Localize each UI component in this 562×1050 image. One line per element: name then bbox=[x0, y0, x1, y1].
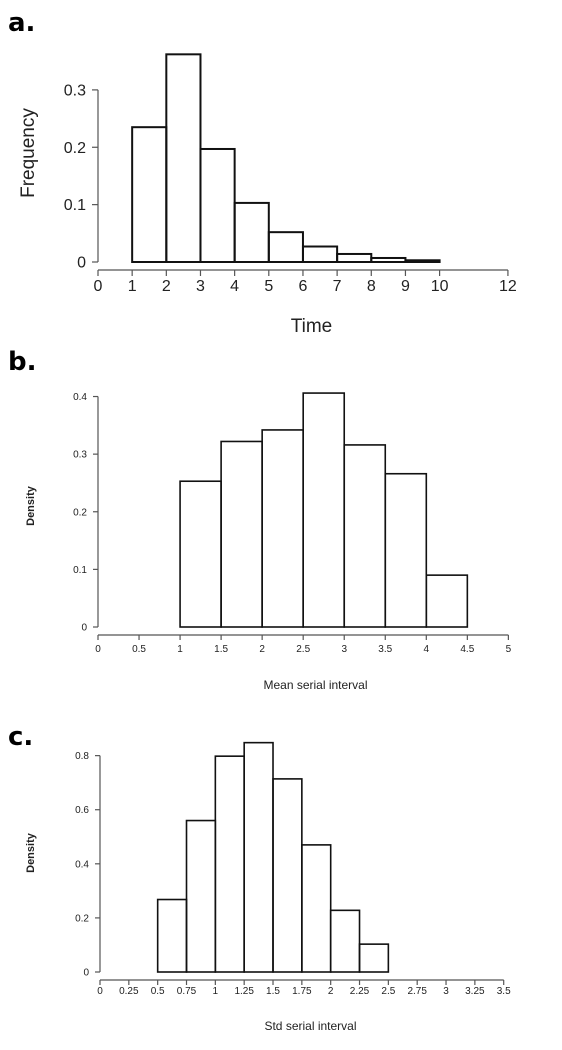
chart-panel-c: c. 0 0.2 0.4 0.6 0.8 0 0.25 0.5 0.75 1 1.25 1.5 1.75… bbox=[0, 710, 562, 1050]
y-tick-label: 0 bbox=[77, 255, 86, 272]
x-tick-label: 4 bbox=[424, 644, 430, 655]
y-tick-label: 0.1 bbox=[73, 565, 87, 576]
histogram-bar bbox=[220, 440, 263, 628]
x-tick-label: 2 bbox=[328, 986, 334, 997]
x-tick-label: 1 bbox=[213, 986, 219, 997]
x-tick-label: 3.5 bbox=[497, 986, 511, 997]
histogram-bar bbox=[261, 429, 304, 628]
x-tick-label: 5 bbox=[264, 278, 273, 295]
histogram-bar bbox=[301, 844, 332, 973]
x-tick-label: 0.25 bbox=[119, 986, 139, 997]
x-tick-label: 1.5 bbox=[266, 986, 280, 997]
x-tick-label: 12 bbox=[499, 278, 517, 295]
y-tick-label: 0.4 bbox=[73, 392, 87, 403]
x-tick-label: 2.75 bbox=[407, 986, 427, 997]
y-tick-label: 0 bbox=[81, 623, 87, 634]
x-tick-label: 9 bbox=[401, 278, 410, 295]
y-axis-label: Frequency bbox=[18, 108, 39, 198]
x-axis-label: Mean serial interval bbox=[263, 678, 367, 692]
histogram-bar bbox=[404, 259, 441, 264]
y-axis-label: Density bbox=[25, 832, 37, 873]
histogram-bar bbox=[267, 231, 304, 264]
chart-panel-b: b. 0 0.1 0.2 0.3 0.4 0 0.5 1 1.5 2 2.5 3 3.5 4 4.5 5 Mea… bbox=[0, 345, 562, 710]
x-tick-label: 0.5 bbox=[132, 644, 146, 655]
histogram-bar bbox=[156, 898, 188, 973]
panel-label-b: b. bbox=[8, 347, 37, 377]
x-tick-label: 8 bbox=[367, 278, 376, 295]
y-tick-label: 0.2 bbox=[75, 913, 89, 924]
x-tick-label: 2.25 bbox=[350, 986, 370, 997]
x-tick-label: 3.25 bbox=[465, 986, 485, 997]
x-tick-label: 1.75 bbox=[292, 986, 312, 997]
y-tick-label: 0.3 bbox=[64, 82, 86, 99]
histogram-bar bbox=[343, 444, 387, 628]
histogram-bar bbox=[243, 741, 274, 973]
x-tick-label: 0.75 bbox=[177, 986, 197, 997]
panel-label-a: a. bbox=[8, 8, 36, 38]
x-tick-label: 1.25 bbox=[234, 986, 254, 997]
x-tick-label: 0.5 bbox=[151, 986, 165, 997]
histogram-bar bbox=[233, 201, 270, 263]
histogram-bar bbox=[272, 778, 303, 973]
histogram-mean-serial-interval: 0 0.1 0.2 0.3 0.4 0 0.5 1 1.5 2 2.5 3 3.5 4 4.5 5 Mean s… bbox=[25, 392, 512, 692]
x-tick-label: 6 bbox=[299, 278, 308, 295]
histogram-bar bbox=[185, 819, 217, 973]
x-tick-label: 3 bbox=[443, 986, 449, 997]
histogram-bar bbox=[199, 147, 236, 263]
y-tick-label: 0.1 bbox=[64, 197, 86, 214]
x-tick-label: 7 bbox=[333, 278, 342, 295]
y-tick-label: 0.2 bbox=[73, 507, 87, 518]
y-axis-label: Density bbox=[25, 485, 37, 526]
histogram-std-serial-interval: 0 0.2 0.4 0.6 0.8 0 0.25 0.5 0.75 1 1.25 1.5 1.75 2 2.… bbox=[25, 741, 511, 1033]
y-tick-label: 0.8 bbox=[75, 751, 89, 762]
y-tick-label: 0.2 bbox=[64, 140, 86, 157]
x-tick-label: 3.5 bbox=[378, 644, 392, 655]
x-tick-label: 2 bbox=[162, 278, 171, 295]
histogram-bars bbox=[131, 53, 441, 264]
histogram-bar bbox=[165, 53, 202, 264]
histogram-bar bbox=[301, 245, 339, 264]
x-axis-label: Time bbox=[291, 316, 333, 337]
x-tick-label: 2 bbox=[259, 644, 265, 655]
chart-panel-a: a. 0 0.1 0.2 0.3 0 1 2 3 4 5 6 7 8 9 10 12 Time Frequency bbox=[0, 0, 562, 345]
histogram-bar bbox=[329, 909, 361, 973]
x-tick-label: 0 bbox=[97, 986, 103, 997]
x-tick-label: 5 bbox=[506, 644, 512, 655]
histogram-bar bbox=[370, 256, 407, 264]
histogram-bar bbox=[214, 755, 245, 973]
x-tick-label: 0 bbox=[95, 644, 101, 655]
x-tick-label: 2.5 bbox=[381, 986, 395, 997]
x-tick-label: 2.5 bbox=[296, 644, 310, 655]
x-tick-label: 3 bbox=[341, 644, 347, 655]
x-tick-label: 3 bbox=[196, 278, 205, 295]
x-tick-label: 4 bbox=[230, 278, 239, 295]
y-tick-label: 0.6 bbox=[75, 805, 89, 816]
x-tick-label: 10 bbox=[431, 278, 449, 295]
histogram-bars bbox=[156, 741, 390, 973]
histogram-bar bbox=[131, 126, 168, 264]
y-tick-label: 0.4 bbox=[75, 859, 89, 870]
x-tick-label: 4.5 bbox=[460, 644, 474, 655]
y-tick-label: 0.3 bbox=[73, 450, 87, 461]
histogram-bar bbox=[302, 392, 346, 628]
histogram-bar bbox=[179, 480, 222, 628]
x-tick-label: 1 bbox=[177, 644, 183, 655]
histogram-bar bbox=[384, 472, 428, 628]
histogram-bar bbox=[358, 943, 390, 973]
x-tick-label: 1.5 bbox=[214, 644, 228, 655]
x-axis-label: Std serial interval bbox=[264, 1019, 356, 1033]
y-tick-label: 0 bbox=[83, 968, 89, 979]
histogram-bar bbox=[425, 574, 469, 628]
panel-label-c: c. bbox=[8, 722, 34, 752]
histogram-bar bbox=[336, 252, 373, 263]
x-tick-label: 1 bbox=[128, 278, 137, 295]
histogram-bars bbox=[179, 392, 469, 628]
x-tick-label: 0 bbox=[94, 278, 103, 295]
